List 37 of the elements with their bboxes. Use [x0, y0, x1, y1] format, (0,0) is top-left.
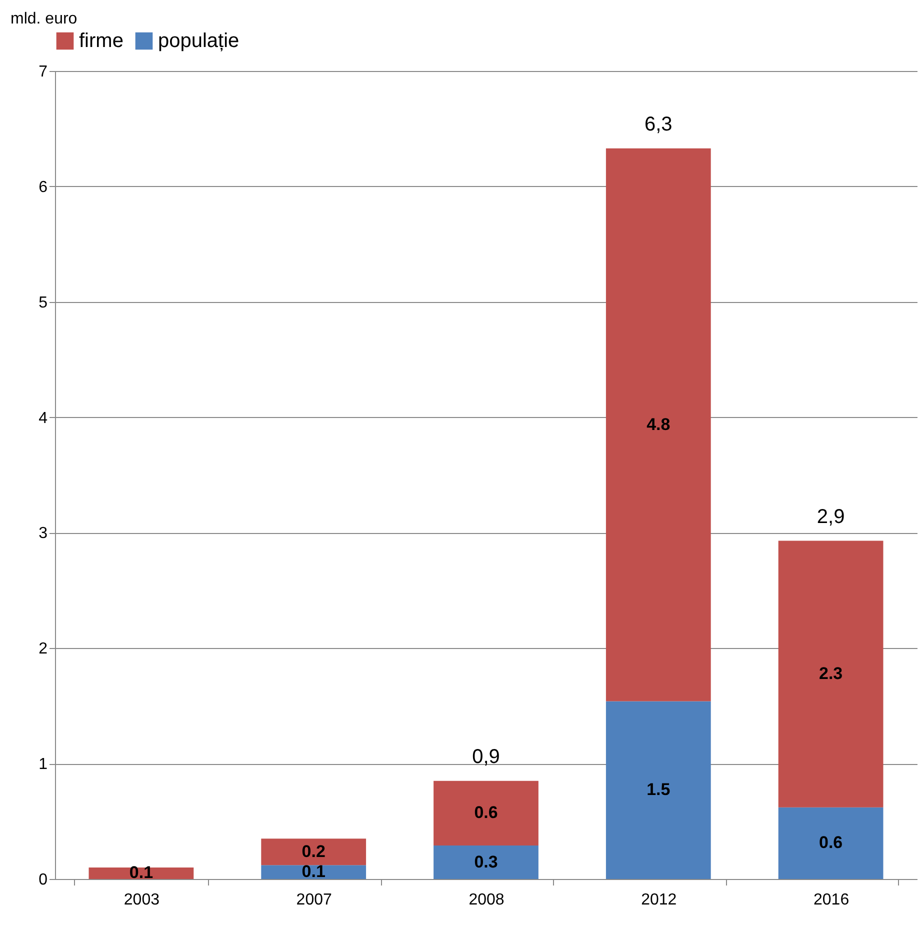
y-tick-label: 2	[38, 640, 48, 658]
bar	[88, 867, 194, 879]
bar	[261, 865, 366, 879]
x-tick-label: 2007	[296, 892, 332, 908]
y-tick-label: 6	[38, 178, 48, 196]
data-label: 1.5	[646, 780, 670, 800]
x-tick-label: 2008	[468, 892, 504, 908]
data-label: 0.1	[302, 862, 326, 882]
y-tick-label: 3	[38, 525, 48, 542]
bar	[434, 846, 538, 879]
total-label: 6,3	[644, 113, 672, 136]
total-label: 2,9	[816, 506, 845, 528]
x-tick-label: 2016	[814, 892, 850, 908]
data-label: 0.2	[302, 842, 326, 861]
bar	[778, 807, 884, 879]
total-label: 0,9	[472, 746, 500, 768]
y-tick-label: 5	[38, 294, 48, 312]
data-label: 0.3	[474, 852, 498, 872]
legend-label: populație	[158, 30, 240, 52]
bar	[261, 838, 366, 866]
y-tick-label: 1	[38, 756, 48, 774]
data-label: 0.1	[129, 863, 154, 882]
data-label: 2.3	[818, 664, 843, 684]
bar	[434, 780, 538, 846]
y-tick-label: 4	[38, 410, 48, 427]
y-tick-label: 7	[38, 64, 48, 80]
bar	[606, 148, 711, 702]
x-tick-label: 2012	[641, 892, 677, 908]
data-label: 0.6	[474, 803, 498, 822]
x-tick-label: 2003	[124, 892, 160, 908]
y-tick-label: 0	[38, 872, 48, 888]
legend-label: firme	[79, 30, 124, 52]
bar	[778, 540, 884, 808]
bar	[606, 701, 711, 879]
data-label: 4.8	[646, 414, 670, 434]
data-label: 0.6	[818, 833, 843, 852]
y-axis-title: mld. euro	[10, 10, 78, 28]
